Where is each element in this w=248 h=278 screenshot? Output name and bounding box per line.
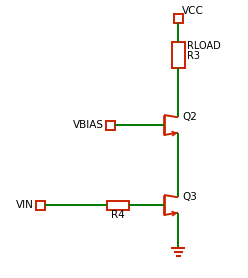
Bar [105, 120, 115, 130]
Text: Q3: Q3 [182, 192, 197, 202]
Text: R4: R4 [111, 210, 125, 220]
Text: VIN: VIN [16, 200, 33, 210]
Text: VCC: VCC [182, 6, 204, 16]
Text: RLOAD: RLOAD [187, 41, 221, 51]
Bar [172, 42, 185, 68]
Text: VBIAS: VBIAS [72, 120, 103, 130]
Text: Q2: Q2 [182, 112, 197, 122]
Text: R3: R3 [187, 51, 200, 61]
Bar [107, 200, 129, 210]
Bar [35, 200, 44, 210]
Bar [174, 14, 183, 23]
